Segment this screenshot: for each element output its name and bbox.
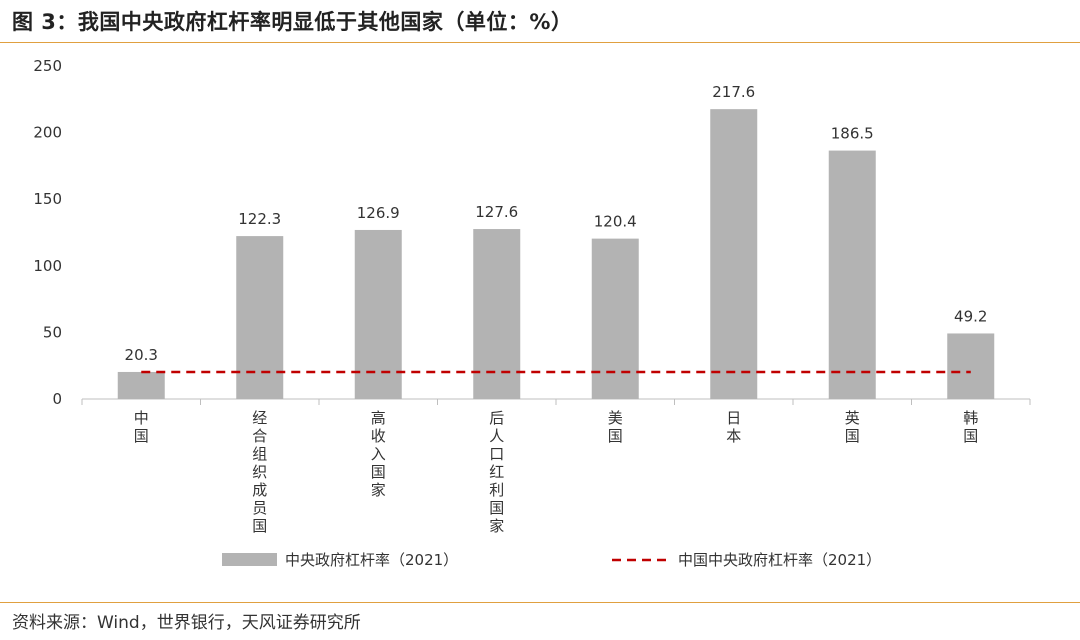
title-divider: [0, 42, 1080, 43]
y-tick-label: 250: [33, 57, 62, 75]
bar-data-label: 49.2: [954, 307, 987, 325]
bars: [117, 109, 995, 399]
category-label: 日本: [726, 409, 741, 445]
bar-data-label: 217.6: [712, 83, 755, 101]
y-tick-label: 100: [33, 257, 62, 275]
bar: [236, 236, 284, 399]
y-axis-ticks: 0 50 100 150 200 250: [33, 57, 62, 408]
bar: [828, 150, 876, 399]
legend-swatch-bar: [222, 553, 277, 566]
bar: [710, 109, 758, 399]
data-labels: 20.3 122.3 126.9 127.6 120.4 217.6 186.5 49.2: [125, 83, 988, 364]
bar-data-label: 20.3: [125, 346, 158, 364]
bar-data-label: 127.6: [475, 203, 518, 221]
y-tick-label: 0: [52, 390, 62, 408]
category-label: 后人口红利国家: [489, 409, 504, 535]
bar: [591, 238, 639, 399]
bar: [947, 333, 995, 399]
legend: 中央政府杠杆率（2021） 中国中央政府杠杆率（2021）: [222, 551, 881, 569]
bar-data-label: 186.5: [831, 125, 874, 143]
bar-chart: 0 50 100 150 200 250 20.3 122.3 126.9 127.6 120.4…: [33, 57, 1031, 569]
legend-label-bar: 中央政府杠杆率（2021）: [285, 551, 458, 569]
category-label: 中国: [134, 409, 149, 445]
y-tick-label: 150: [33, 190, 62, 208]
source-note: 资料来源：Wind，世界银行，天风证券研究所: [12, 613, 361, 633]
bar-data-label: 126.9: [357, 204, 400, 222]
bar-data-label: 122.3: [238, 210, 281, 228]
source-divider: [0, 602, 1080, 603]
page-title: 图 3：我国中央政府杠杆率明显低于其他国家（单位：%）: [12, 10, 573, 34]
category-labels: 中国 经合组织成员国 高收入国家 后人口红利国家 美国 日本 英国 韩国: [134, 409, 979, 535]
category-label: 英国: [845, 409, 860, 445]
bar: [117, 371, 165, 399]
y-tick-label: 50: [43, 323, 62, 341]
legend-label-line: 中国中央政府杠杆率（2021）: [678, 551, 881, 569]
category-label: 经合组织成员国: [252, 409, 267, 535]
bar: [354, 229, 402, 399]
category-label: 美国: [608, 409, 623, 445]
category-label: 高收入国家: [371, 409, 386, 499]
bar-data-label: 120.4: [594, 213, 637, 231]
y-tick-label: 200: [33, 124, 62, 142]
category-label: 韩国: [963, 409, 978, 445]
x-axis-ticks: [81, 399, 1031, 405]
bar: [473, 229, 521, 399]
